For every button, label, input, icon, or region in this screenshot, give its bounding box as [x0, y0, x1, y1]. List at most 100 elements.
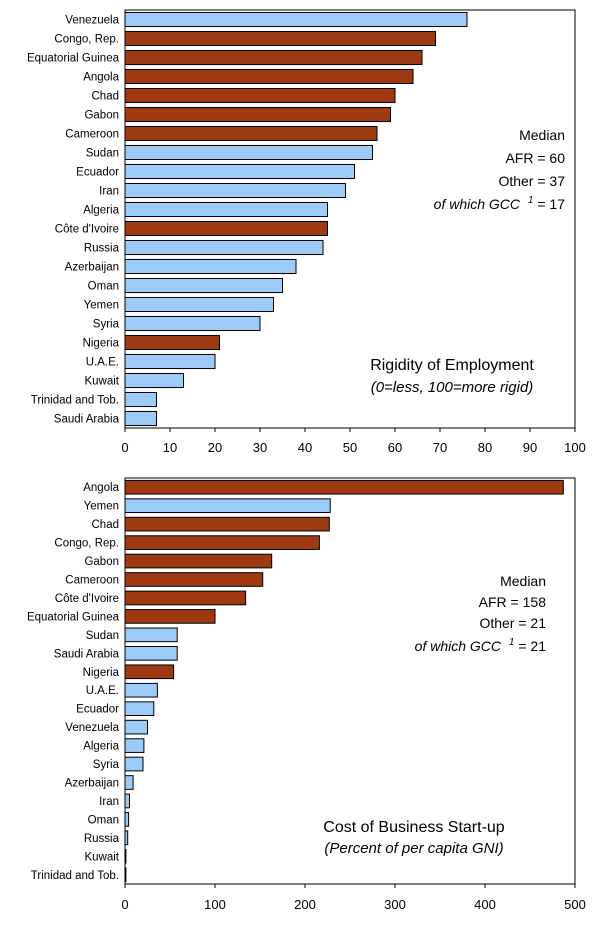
rigidity-gcc-value: = 17: [537, 196, 565, 212]
startup-cost-category-label: Congo, Rep.: [54, 538, 119, 550]
startup-cost-bars: [124, 479, 564, 883]
startup-cost-category-label: Sudan: [86, 630, 119, 642]
rigidity-tick-label: 60: [388, 440, 402, 455]
startup-cost-tick-label: 0: [121, 897, 128, 912]
startup-cost-plot-frame: [124, 477, 576, 885]
rigidity-bar: [124, 163, 355, 180]
rigidity-category-label: Yemen: [84, 300, 119, 312]
startup-cost-bar: [124, 682, 158, 698]
startup-median-other: Other = 21: [479, 615, 546, 631]
startup-cost-bar: [124, 756, 144, 772]
rigidity-bar: [124, 87, 396, 104]
rigidity-gcc-superscript: 1: [528, 195, 534, 206]
startup-cost-bar: [124, 664, 175, 680]
rigidity-bar: [124, 296, 274, 313]
rigidity-category-label: Trinidad and Tob.: [31, 395, 119, 407]
startup-cost-bar: [124, 553, 273, 569]
startup-cost-chart: Angola Yemen Chad Congo, Rep. Gabon Cameroon C…: [27, 477, 586, 912]
startup-cost-category-label: Kuwait: [84, 851, 119, 863]
rigidity-bar: [124, 201, 328, 218]
startup-cost-category-label: Russia: [84, 833, 120, 845]
rigidity-category-label: Algeria: [83, 205, 119, 217]
rigidity-category-label: Oman: [88, 281, 119, 293]
rigidity-bar: [124, 182, 346, 199]
rigidity-bar: [124, 353, 216, 370]
rigidity-category-label: Equatorial Guinea: [27, 53, 120, 65]
rigidity-bar: [124, 334, 220, 351]
startup-cost-bar: [124, 775, 134, 790]
startup-cost-bar: [124, 719, 148, 735]
rigidity-tick-label: 0: [121, 440, 128, 455]
startup-cost-category-label: Venezuela: [65, 722, 119, 734]
rigidity-category-label: U.A.E.: [86, 357, 119, 369]
rigidity-category-label: Chad: [92, 91, 120, 103]
rigidity-category-label: Azerbaijan: [65, 262, 119, 274]
startup-cost-bar: [124, 479, 564, 495]
rigidity-category-label: Ecuador: [76, 167, 119, 179]
rigidity-category-label: Angola: [83, 72, 119, 84]
startup-cost-tick-label: 400: [474, 897, 496, 912]
rigidity-bar: [124, 106, 391, 123]
rigidity-bar: [124, 144, 373, 161]
startup-cost-bar: [124, 793, 130, 809]
rigidity-bar: [124, 315, 261, 332]
rigidity-chart: Venezuela Congo, Rep. Equatorial Guinea Ang…: [27, 9, 586, 455]
startup-cost-category-label: Oman: [88, 814, 119, 826]
startup-cost-bar: [124, 645, 178, 661]
startup-cost-category-label: Ecuador: [76, 704, 119, 716]
startup-cost-category-label: Iran: [99, 796, 119, 808]
rigidity-bar: [124, 220, 328, 237]
rigidity-gcc-prefix: of which GCC: [434, 196, 521, 212]
startup-cost-category-label: Angola: [83, 482, 119, 494]
rigidity-tick-label: 10: [163, 440, 177, 455]
rigidity-chart-title: Rigidity of Employment: [370, 357, 534, 374]
rigidity-category-labels: Venezuela Congo, Rep. Equatorial Guinea Ang…: [27, 15, 120, 426]
startup-cost-category-label: Gabon: [84, 556, 119, 568]
startup-cost-category-label: Algeria: [83, 741, 119, 753]
rigidity-tick-label: 20: [208, 440, 222, 455]
rigidity-category-label: Nigeria: [83, 338, 120, 350]
rigidity-category-label: Kuwait: [84, 376, 119, 388]
rigidity-bar: [124, 239, 324, 256]
startup-cost-tick-label: 500: [564, 897, 586, 912]
rigidity-category-label: Venezuela: [65, 15, 119, 27]
rigidity-category-label: Côte d'Ivoire: [55, 224, 119, 236]
startup-cost-category-label: Syria: [93, 759, 120, 771]
startup-gcc-value: = 21: [518, 638, 546, 654]
rigidity-bar: [124, 49, 423, 66]
startup-cost-bar: [124, 609, 216, 624]
startup-cost-bar: [124, 701, 155, 717]
rigidity-category-label: Iran: [99, 186, 119, 198]
startup-cost-category-label: U.A.E.: [86, 685, 119, 697]
startup-gcc-superscript: 1: [509, 637, 515, 648]
startup-cost-bar: [124, 572, 264, 587]
rigidity-bar: [124, 125, 378, 142]
startup-cost-chart-subtitle: (Percent of per capita GNI): [324, 840, 503, 857]
rigidity-bar: [124, 68, 414, 85]
startup-cost-bar: [124, 590, 247, 606]
rigidity-chart-subtitle: (0=less, 100=more rigid): [371, 379, 534, 396]
rigidity-bar: [124, 410, 157, 427]
rigidity-category-label: Sudan: [86, 148, 119, 160]
startup-cost-category-label: Saudi Arabia: [54, 648, 120, 660]
rigidity-category-label: Russia: [84, 243, 120, 255]
startup-median-heading: Median: [500, 573, 546, 589]
startup-cost-bar: [124, 812, 130, 827]
rigidity-tick-label: 90: [523, 440, 537, 455]
startup-cost-bar: [124, 516, 330, 532]
startup-cost-tick-label: 300: [384, 897, 406, 912]
rigidity-tick-label: 70: [433, 440, 447, 455]
startup-cost-x-ticks: 0 100 200 300 400 500: [121, 884, 586, 912]
startup-gcc-prefix: of which GCC: [415, 638, 502, 654]
startup-cost-bar: [124, 627, 178, 643]
rigidity-plot-frame: [124, 9, 576, 429]
rigidity-bar: [124, 30, 436, 47]
startup-cost-category-label: Nigeria: [83, 667, 120, 679]
rigidity-bar: [124, 391, 157, 408]
rigidity-median-gcc: of which GCC 1 = 17: [434, 190, 566, 212]
startup-cost-bar: [124, 535, 320, 550]
startup-cost-category-label: Azerbaijan: [65, 778, 119, 790]
rigidity-bar: [124, 258, 297, 275]
startup-cost-chart-title: Cost of Business Start-up: [323, 819, 505, 836]
